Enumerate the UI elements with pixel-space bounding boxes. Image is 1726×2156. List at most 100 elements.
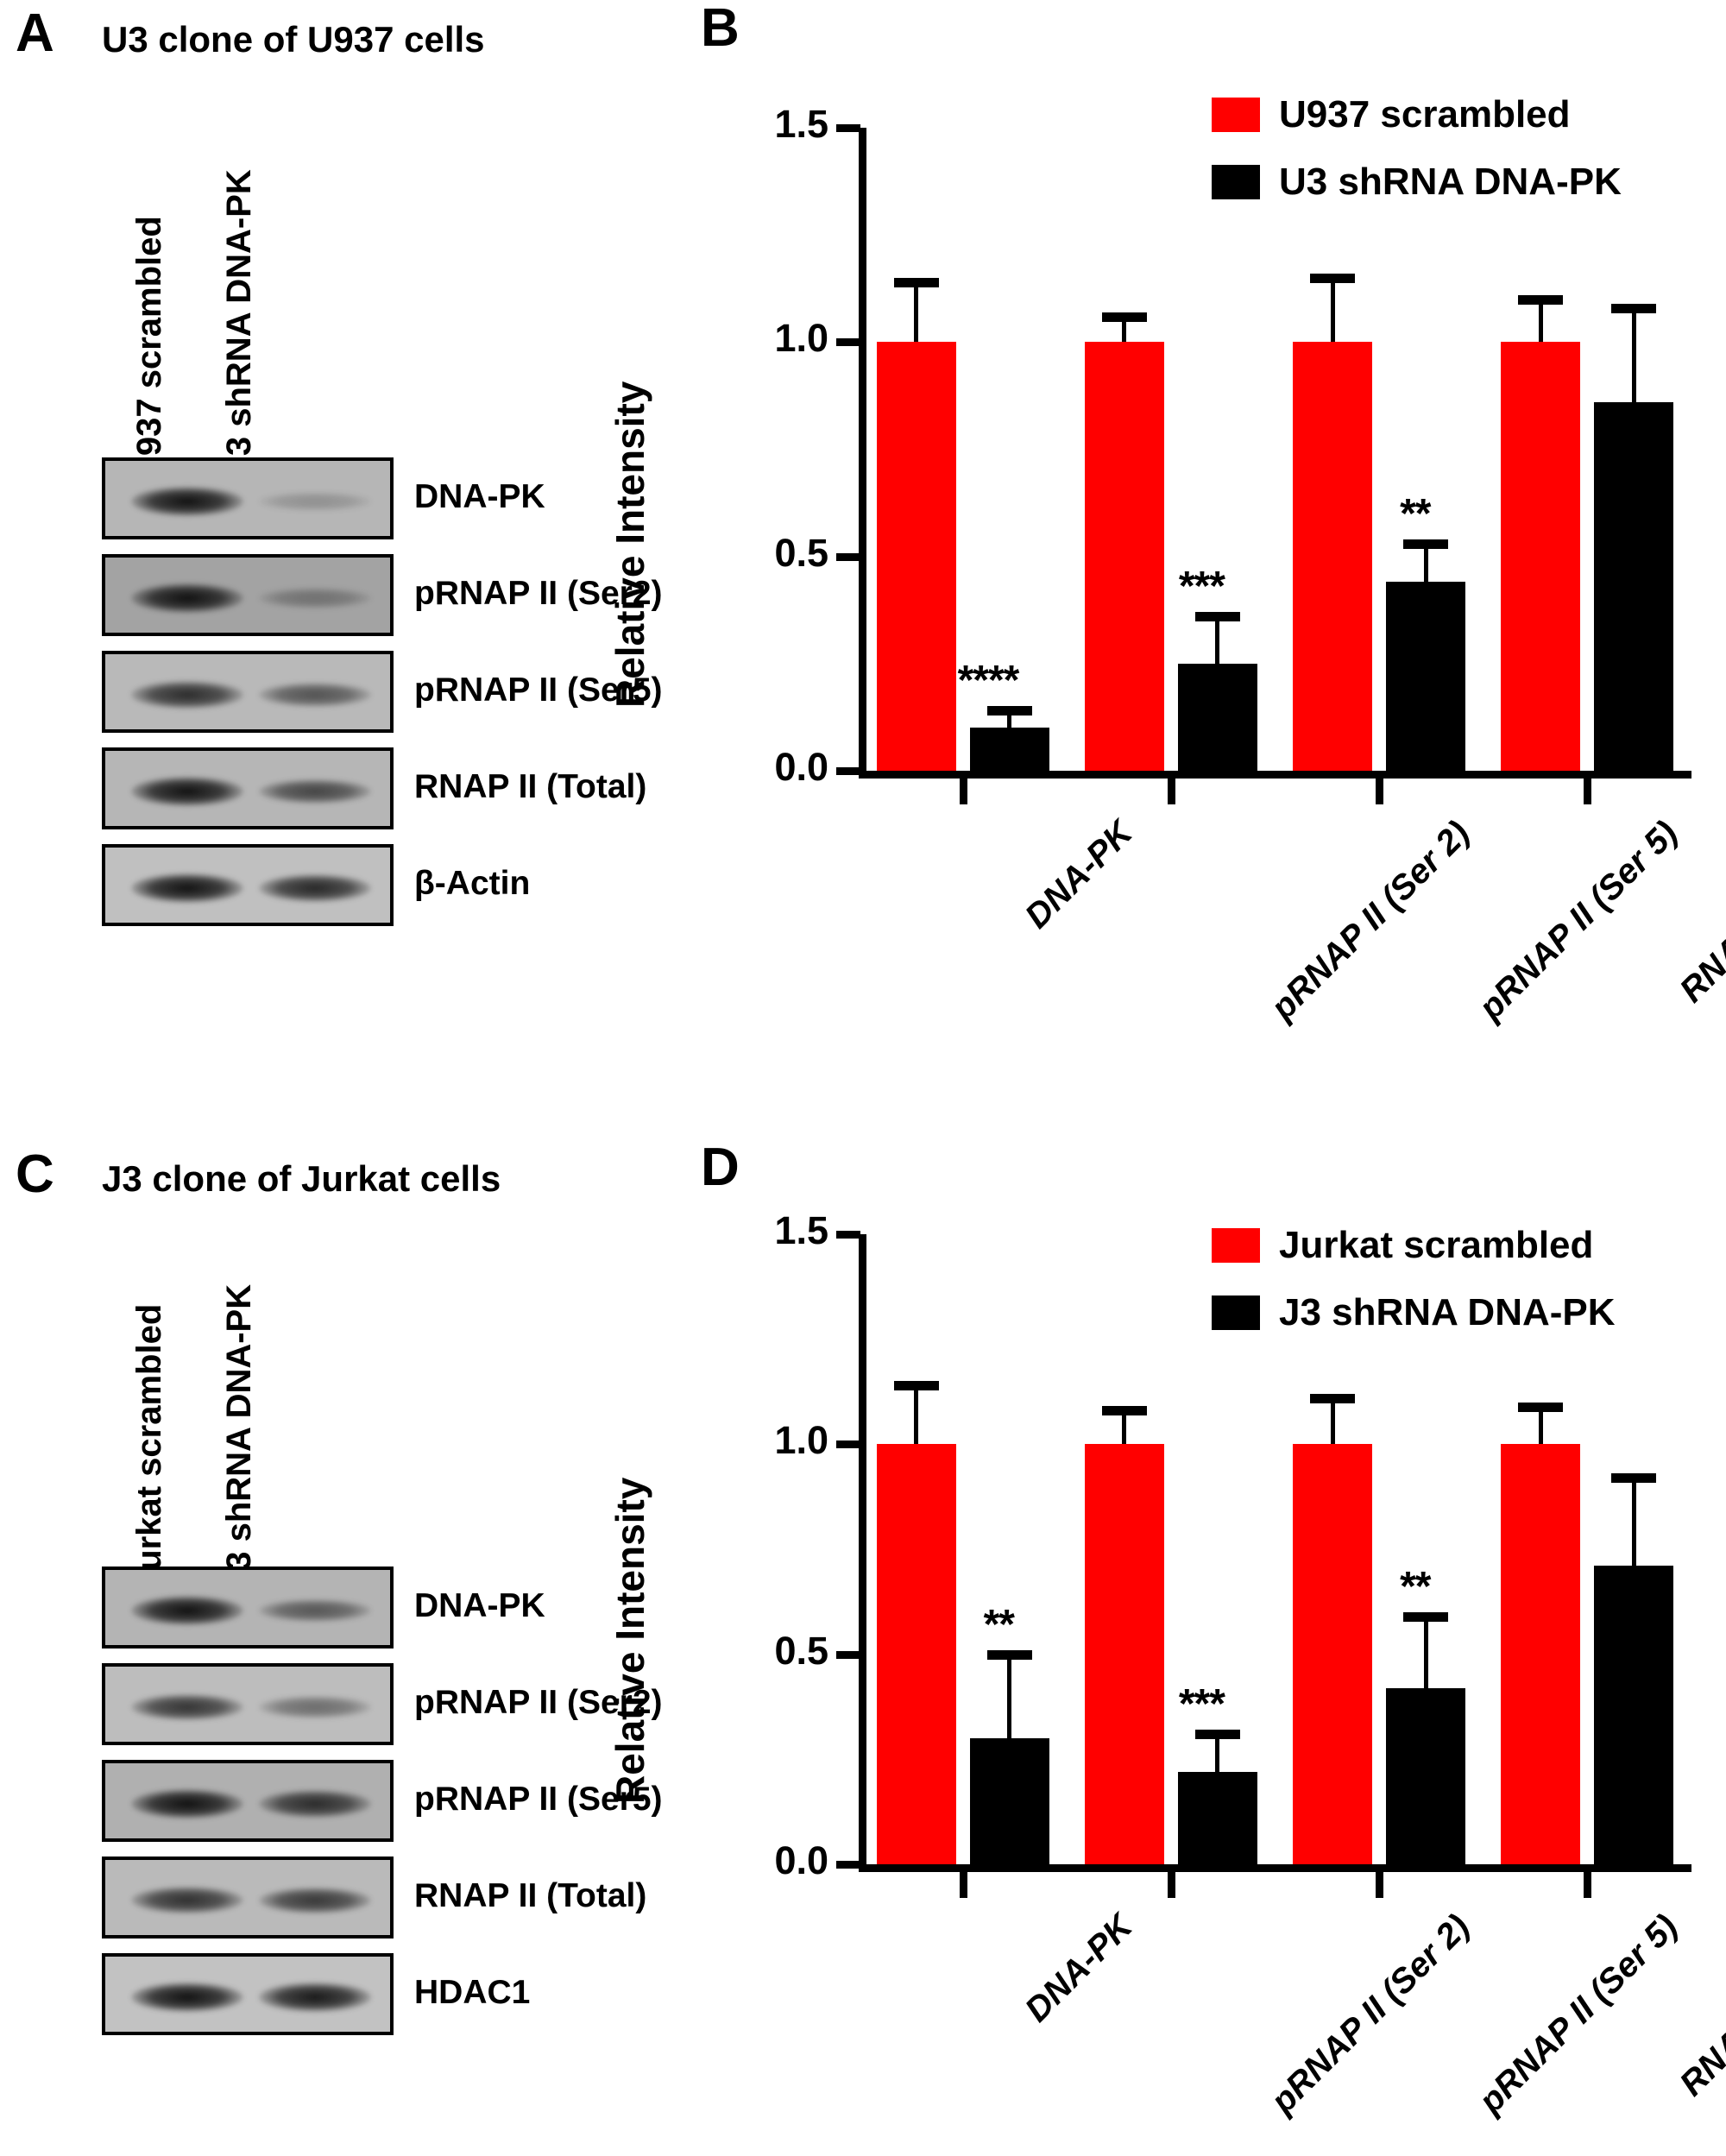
- x-tick-label: pRNAP II (Ser 5): [1471, 814, 1685, 1027]
- error-bar-cap: [1518, 294, 1564, 305]
- panel-a-title: U3 clone of U937 cells: [102, 19, 485, 60]
- bar-series1: [1084, 1444, 1164, 1864]
- x-axis: [859, 1864, 1691, 1872]
- lane-label-2: U3 shRNA DNA-PK: [220, 169, 258, 481]
- error-bar-cap: [1403, 1611, 1449, 1622]
- bar-series2: [1386, 582, 1466, 771]
- blot-strip: [102, 1857, 394, 1939]
- y-axis-label: Relative Intensity: [608, 1477, 652, 1804]
- panel-letter-b: B: [701, 0, 740, 58]
- blot-strip: [102, 554, 394, 636]
- y-tick: [836, 124, 860, 132]
- error-bar: [1122, 316, 1127, 343]
- bar-series1: [876, 342, 956, 771]
- y-tick-label: 1.5: [774, 102, 828, 146]
- error-bar-cap: [1101, 312, 1147, 322]
- x-tick: [959, 1872, 967, 1898]
- bar-series1: [1293, 1444, 1373, 1864]
- x-tick: [1376, 779, 1384, 804]
- blot-label: pRNAP II (Ser5): [414, 671, 663, 709]
- legend-label: J3 shRNA DNA-PK: [1279, 1291, 1616, 1333]
- error-bar: [1631, 307, 1636, 402]
- x-tick: [1584, 779, 1592, 804]
- bar-series2: [1386, 1687, 1466, 1864]
- legend-item-2: J3 shRNA DNA-PK: [1212, 1291, 1616, 1334]
- blot-strip: [102, 1953, 394, 2035]
- blot-strip: [102, 457, 394, 539]
- panel-c-title: J3 clone of Jurkat cells: [102, 1158, 501, 1199]
- error-bar-cap: [1194, 1730, 1240, 1740]
- bar-series1: [876, 1444, 956, 1864]
- panel-letter-c: C: [16, 1144, 54, 1204]
- error-bar: [1330, 1397, 1335, 1445]
- error-bar: [1215, 616, 1220, 664]
- legend-swatch-1: [1212, 98, 1260, 132]
- error-bar: [1538, 299, 1543, 343]
- error-bar: [1122, 1410, 1127, 1445]
- significance-marker: ****: [957, 658, 1020, 704]
- significance-marker: ***: [1178, 564, 1225, 610]
- significance-marker: **: [983, 1601, 1015, 1648]
- error-bar-cap: [1310, 1393, 1356, 1403]
- error-bar-cap: [1518, 1402, 1564, 1412]
- error-bar-cap: [1611, 303, 1657, 313]
- error-bar-cap: [1403, 539, 1449, 549]
- blot-strip: [102, 747, 394, 829]
- error-bar: [1007, 1654, 1012, 1738]
- bar-series2: [1177, 1771, 1257, 1864]
- y-tick-label: 0.5: [774, 530, 828, 575]
- bar-series1: [1501, 1444, 1581, 1864]
- blot-label: pRNAP II (Ser2): [414, 574, 663, 612]
- blot-strip: [102, 1663, 394, 1745]
- bar-series2: [1594, 1566, 1674, 1864]
- blot-label: β-Actin: [414, 864, 531, 902]
- bar-series1: [1501, 342, 1581, 771]
- blot-strip: [102, 1760, 394, 1842]
- x-tick: [1167, 779, 1175, 804]
- legend-label: Jurkat scrambled: [1279, 1224, 1594, 1266]
- legend-label: U937 scrambled: [1279, 93, 1571, 136]
- significance-marker: **: [1400, 490, 1431, 537]
- y-tick: [836, 1440, 860, 1449]
- y-tick-label: 0.0: [774, 1838, 828, 1882]
- error-bar: [1215, 1734, 1220, 1772]
- y-tick-label: 0.0: [774, 745, 828, 789]
- x-tick-label: pRNAP II (Ser 5): [1471, 1907, 1685, 2121]
- blot-label: pRNAP II (Ser5): [414, 1780, 663, 1818]
- y-tick: [836, 338, 860, 347]
- error-bar-cap: [893, 277, 939, 287]
- error-bar: [914, 1385, 919, 1445]
- lane-label-1: Jurkat scrambled: [130, 1303, 168, 1590]
- bar-series2: [969, 1738, 1049, 1864]
- bar-series1: [1084, 342, 1164, 771]
- y-tick-label: 1.0: [774, 316, 828, 361]
- error-bar: [1423, 1616, 1428, 1688]
- y-tick: [836, 1861, 860, 1869]
- error-bar: [1538, 1406, 1543, 1445]
- x-tick: [1167, 1872, 1175, 1898]
- legend-item-1: Jurkat scrambled: [1212, 1224, 1593, 1267]
- error-bar-cap: [893, 1381, 939, 1391]
- y-axis: [859, 1234, 866, 1869]
- significance-marker: ***: [1178, 1681, 1225, 1728]
- x-tick: [959, 779, 967, 804]
- blot-label: RNAP II (Total): [414, 767, 647, 805]
- bar-series2: [1594, 401, 1674, 771]
- y-tick: [836, 552, 860, 561]
- error-bar: [1631, 1478, 1636, 1567]
- y-axis: [859, 128, 866, 775]
- legend-item-2: U3 shRNA DNA-PK: [1212, 161, 1622, 204]
- error-bar: [1007, 710, 1012, 728]
- legend-swatch-1: [1212, 1228, 1260, 1263]
- panel-letter-a: A: [16, 3, 54, 63]
- x-tick-label: pRNAP II (Ser 2): [1263, 1907, 1477, 2121]
- error-bar-cap: [1611, 1473, 1657, 1484]
- bar-series2: [969, 728, 1049, 771]
- y-tick-label: 1.0: [774, 1418, 828, 1463]
- legend-swatch-2: [1212, 165, 1260, 199]
- y-axis-label: Relative Intensity: [608, 381, 652, 709]
- x-axis: [859, 771, 1691, 779]
- x-tick-label: pRNAP II (Ser 2): [1263, 814, 1477, 1027]
- x-tick-label: DNA-PK: [1017, 814, 1140, 936]
- blot-label: HDAC1: [414, 1973, 531, 2011]
